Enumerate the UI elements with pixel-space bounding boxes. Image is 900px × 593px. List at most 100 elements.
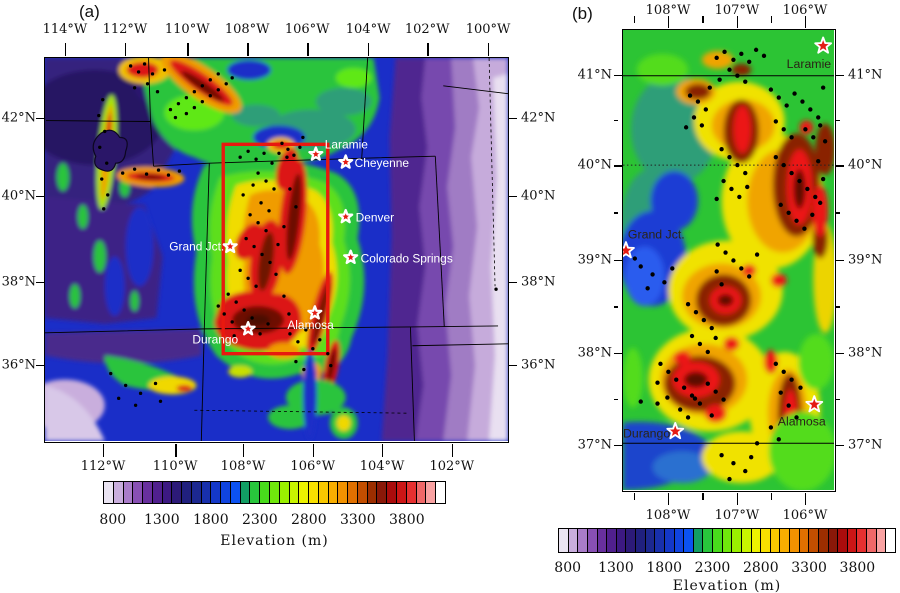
great-salt-lake-outline <box>92 129 128 172</box>
map-panel-a: Laramie Cheyenne Denver Grand Jct. Colorado … <box>44 57 509 443</box>
city-markers-a: Laramie Cheyenne Denver Grand Jct. Colorado … <box>169 137 453 346</box>
axis-b-top-labels: 108°W 107°W 106°W <box>622 3 836 18</box>
axis-a-bottom-ticks <box>44 444 509 457</box>
station-dots-a <box>97 62 498 407</box>
colorbar-tick-label: 2300 <box>694 560 731 576</box>
city-label: Laramie <box>787 57 832 71</box>
tick-label: 40°N <box>577 157 612 173</box>
tick-label: 37°N <box>577 437 612 453</box>
city-label: Colorado Springs <box>361 251 453 265</box>
city-label: Durango <box>623 426 670 440</box>
colorbar-b-title: Elevation (m) <box>672 578 782 593</box>
city-star-colorado-springs <box>343 249 359 265</box>
colorbar-tick-label: 3800 <box>388 512 425 528</box>
tick-label: 107°W <box>714 508 760 523</box>
colorbar-tick-label: 3300 <box>791 560 827 576</box>
axis-a-right-ticks <box>509 57 517 443</box>
colorbar-b <box>558 528 896 553</box>
axis-b-left-labels: 41°N 40°N 39°N 38°N 37°N <box>574 29 612 492</box>
axis-a-bottom-labels: 112°W 110°W 108°W 106°W 104°W 102°W <box>44 459 509 475</box>
city-label: Denver <box>356 211 394 225</box>
city-star-alamosa <box>307 305 323 320</box>
tick-label: 38°N <box>577 345 612 361</box>
tick-label: 112°W <box>102 22 148 37</box>
axis-a-top-ticks <box>44 43 509 56</box>
tick-label: 106°W <box>782 508 828 523</box>
tick-label: 108°W <box>220 459 266 474</box>
tick-label: 39°N <box>848 252 883 268</box>
colorbar-tick-label: 3300 <box>339 512 376 528</box>
city-label: Alamosa <box>778 414 826 428</box>
tick-label: 106°W <box>290 459 336 474</box>
colorbar-tick-label: 1800 <box>646 560 683 576</box>
city-label: Cheyenne <box>355 156 410 170</box>
tick-label: 108°W <box>224 22 270 37</box>
tick-label: 41°N <box>848 67 883 83</box>
inset-extent-box <box>221 142 330 356</box>
colorbar-tick-label: 1300 <box>143 512 180 528</box>
city-star-alamosa <box>805 395 824 413</box>
city-star-durango <box>240 320 256 336</box>
city-star-cheyenne <box>338 154 354 169</box>
tick-label: 106°W <box>284 22 330 37</box>
city-star-grand-jct- <box>623 241 635 259</box>
city-star-laramie <box>308 146 324 161</box>
city-label: Alamosa <box>287 318 334 332</box>
city-label: Grand Jct. <box>628 228 685 242</box>
city-markers-b: Laramie Grand Jct. Durango Alamosa <box>623 36 833 440</box>
tick-label: 106°W <box>782 3 828 18</box>
tick-label: 107°W <box>714 3 760 18</box>
tick-label: 108°W <box>645 508 691 523</box>
tick-label: 38°N <box>521 274 556 290</box>
axis-b-left-ticks <box>614 29 622 492</box>
city-star-denver <box>338 208 354 224</box>
colorbar-tick-label: 2800 <box>742 560 779 576</box>
colorbar-tick-label: 1800 <box>192 512 229 528</box>
elevation-map-b: Laramie Grand Jct. Durango Alamosa <box>623 30 834 490</box>
tick-label: 102°W <box>404 22 450 37</box>
city-star-durango <box>666 421 685 440</box>
tick-label: 39°N <box>577 252 612 268</box>
terrain-art-b <box>623 50 834 490</box>
axis-a-left-ticks <box>36 57 44 443</box>
tick-label: 40°N <box>848 157 883 173</box>
axis-b-right-ticks <box>836 29 844 492</box>
tick-label: 104°W <box>345 22 391 37</box>
tick-label: 100°W <box>465 22 511 37</box>
tick-label: 40°N <box>1 188 36 204</box>
axis-a-left-labels: 42°N 40°N 38°N 36°N <box>0 57 36 443</box>
city-label: Durango <box>192 333 238 347</box>
tick-label: 108°W <box>645 3 691 18</box>
colorbar-a <box>103 481 446 504</box>
tick-label: 114°W <box>42 22 88 37</box>
colorbar-tick-label: 2300 <box>241 512 278 528</box>
tick-label: 104°W <box>359 459 405 474</box>
panel-b-label: (b) <box>572 4 593 23</box>
elevation-map-a: Laramie Cheyenne Denver Grand Jct. Colorado … <box>45 58 508 441</box>
state-borders-a <box>45 58 508 441</box>
tick-label: 36°N <box>1 357 36 373</box>
city-star-laramie <box>814 36 833 54</box>
axis-b-right-labels: 41°N 40°N 39°N 38°N 37°N <box>848 29 893 492</box>
tick-label: 110°W <box>152 459 198 474</box>
axis-b-top-ticks <box>622 16 836 28</box>
axis-b-bottom-ticks <box>622 493 836 505</box>
city-label: Laramie <box>325 137 368 151</box>
tick-label: 38°N <box>1 274 36 290</box>
colorbar-tick-label: 2800 <box>290 512 327 528</box>
tick-label: 112°W <box>80 459 126 474</box>
axis-a-top-labels: 114°W 112°W 110°W 108°W 106°W 104°W 102°W 100°W <box>42 22 511 38</box>
panel-a-label: (a) <box>79 2 100 21</box>
tick-label: 36°N <box>521 357 556 373</box>
colorbar-tick-label: 3800 <box>839 560 876 576</box>
tick-label: 110°W <box>164 22 210 37</box>
tick-label: 37°N <box>848 437 883 453</box>
tick-label: 42°N <box>1 110 36 126</box>
tick-label: 38°N <box>848 345 883 361</box>
colorbar-tick-label: 1300 <box>598 560 634 576</box>
tick-label: 102°W <box>429 459 475 474</box>
station-dots-b <box>632 47 828 482</box>
colorbar-a-title: Elevation (m) <box>220 533 329 549</box>
tick-label: 41°N <box>577 67 612 83</box>
